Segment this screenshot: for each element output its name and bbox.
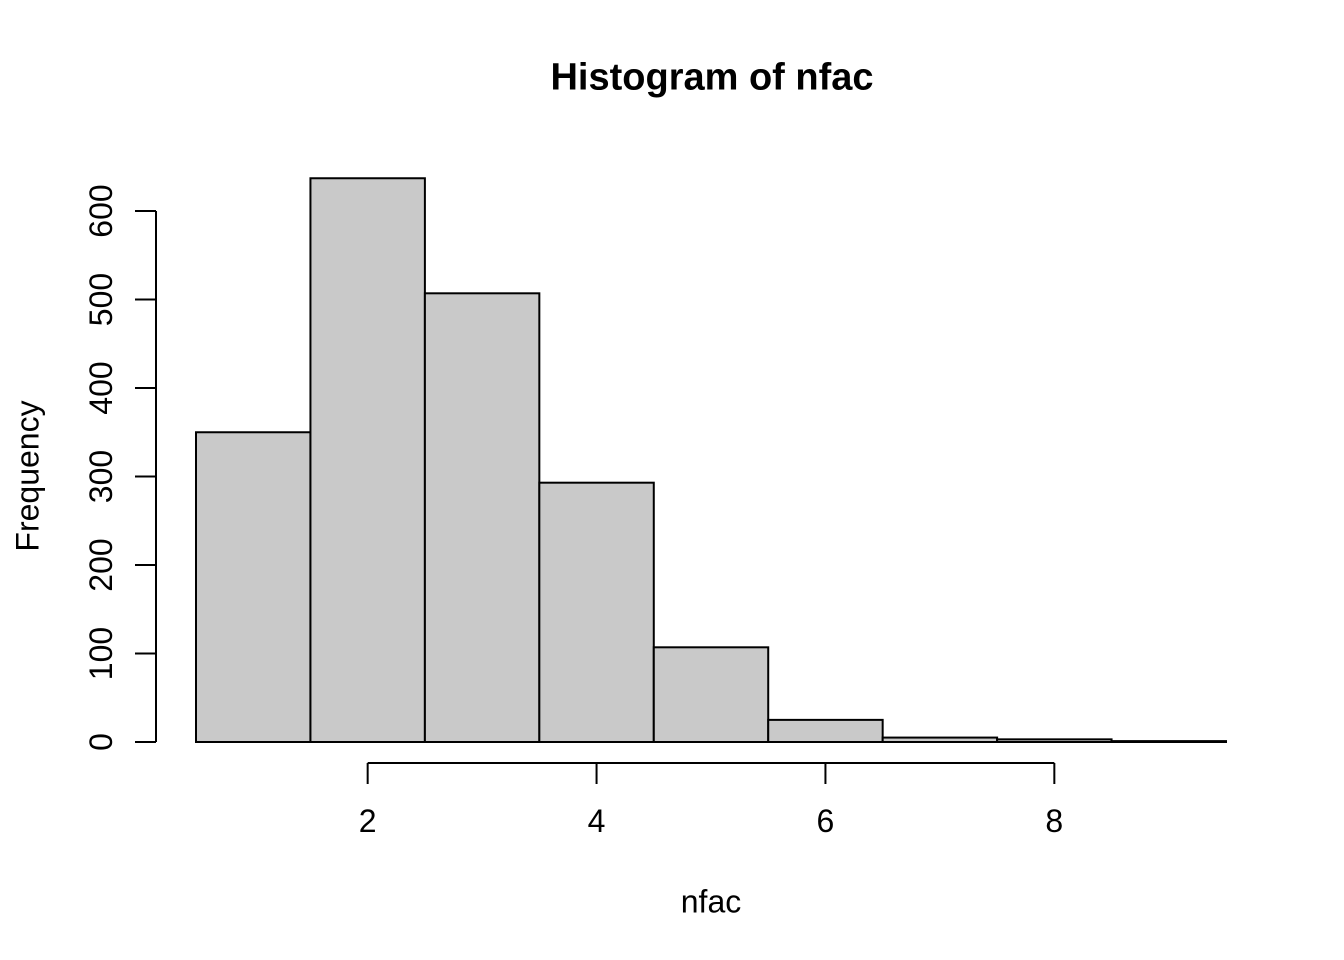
y-tick-label: 400 <box>83 361 119 414</box>
x-axis-label: nfac <box>680 883 742 920</box>
y-tick-label: 200 <box>83 538 119 591</box>
histogram-bar <box>309 177 426 743</box>
y-tick-label: 500 <box>83 273 119 326</box>
y-tick-label: 300 <box>83 450 119 503</box>
y-tick-label: 100 <box>83 627 119 680</box>
y-tick-label: 600 <box>83 184 119 237</box>
histogram-bar <box>195 431 312 743</box>
histogram-bar <box>652 646 770 743</box>
histogram-bar <box>423 292 541 743</box>
histogram-bar <box>538 481 655 743</box>
x-tick-label: 8 <box>1045 803 1063 839</box>
x-tick-label: 6 <box>817 803 835 839</box>
chart-title: Histogram of nfac <box>550 56 874 99</box>
x-tick-label: 4 <box>588 803 606 839</box>
histogram-bar <box>881 736 999 744</box>
y-tick-label: 0 <box>83 733 119 751</box>
x-tick-label: 2 <box>359 803 377 839</box>
histogram-bar <box>767 718 884 743</box>
histogram-bar <box>1110 740 1227 743</box>
histogram-bar <box>996 738 1113 743</box>
